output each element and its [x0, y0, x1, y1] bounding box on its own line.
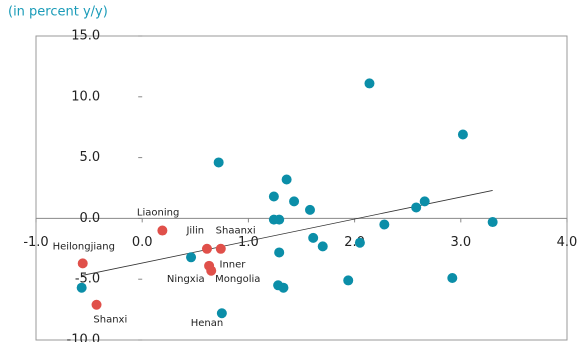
- point: [157, 225, 168, 236]
- point: [289, 196, 300, 207]
- point: [447, 272, 458, 283]
- point: [76, 282, 87, 293]
- annotation: Heilongjiang: [53, 241, 115, 252]
- y-tick-label: -10.0: [67, 333, 101, 342]
- point: [411, 202, 422, 213]
- annotation: Jilin: [185, 226, 204, 237]
- point: [304, 204, 315, 215]
- point: [186, 252, 197, 263]
- annotation: Henan: [191, 318, 223, 329]
- x-tick-label: 4.0: [557, 235, 578, 250]
- point: [317, 241, 328, 252]
- point: [213, 157, 224, 168]
- point: [216, 308, 227, 319]
- point: [487, 217, 498, 228]
- annotation: Shanxi: [93, 314, 127, 325]
- point: [77, 258, 88, 269]
- annotation: Ningxia: [167, 274, 205, 285]
- point: [308, 232, 319, 243]
- plot-frame: [35, 35, 568, 341]
- y-tick-label: 0.0: [80, 211, 101, 226]
- x-tick-label: 1.0: [238, 235, 259, 250]
- y-tick-label: 5.0: [80, 150, 101, 165]
- point: [354, 237, 365, 248]
- point: [457, 129, 468, 140]
- point: [281, 174, 292, 185]
- point: [364, 78, 375, 89]
- trend-line: [81, 190, 493, 276]
- chart-subtitle: (in percent y/y): [8, 5, 108, 20]
- point: [419, 196, 430, 207]
- x-tick-label: 0.0: [132, 235, 153, 250]
- annotation: Mongolia: [215, 274, 260, 285]
- y-tick-label: 15.0: [71, 29, 100, 44]
- y-tick-label: 10.0: [71, 89, 100, 104]
- point: [274, 247, 285, 258]
- annotation: Shaanxi: [216, 226, 256, 237]
- point: [215, 243, 226, 254]
- point: [268, 191, 279, 202]
- annotation: Liaoning: [137, 207, 179, 218]
- point: [206, 265, 217, 276]
- point: [379, 219, 390, 230]
- annotation: Inner: [220, 260, 247, 271]
- x-tick-label: -1.0: [23, 235, 48, 250]
- point: [201, 243, 212, 254]
- point: [274, 214, 285, 225]
- x-tick-label: 3.0: [450, 235, 471, 250]
- point: [91, 299, 102, 310]
- point: [343, 275, 354, 286]
- point: [278, 282, 289, 293]
